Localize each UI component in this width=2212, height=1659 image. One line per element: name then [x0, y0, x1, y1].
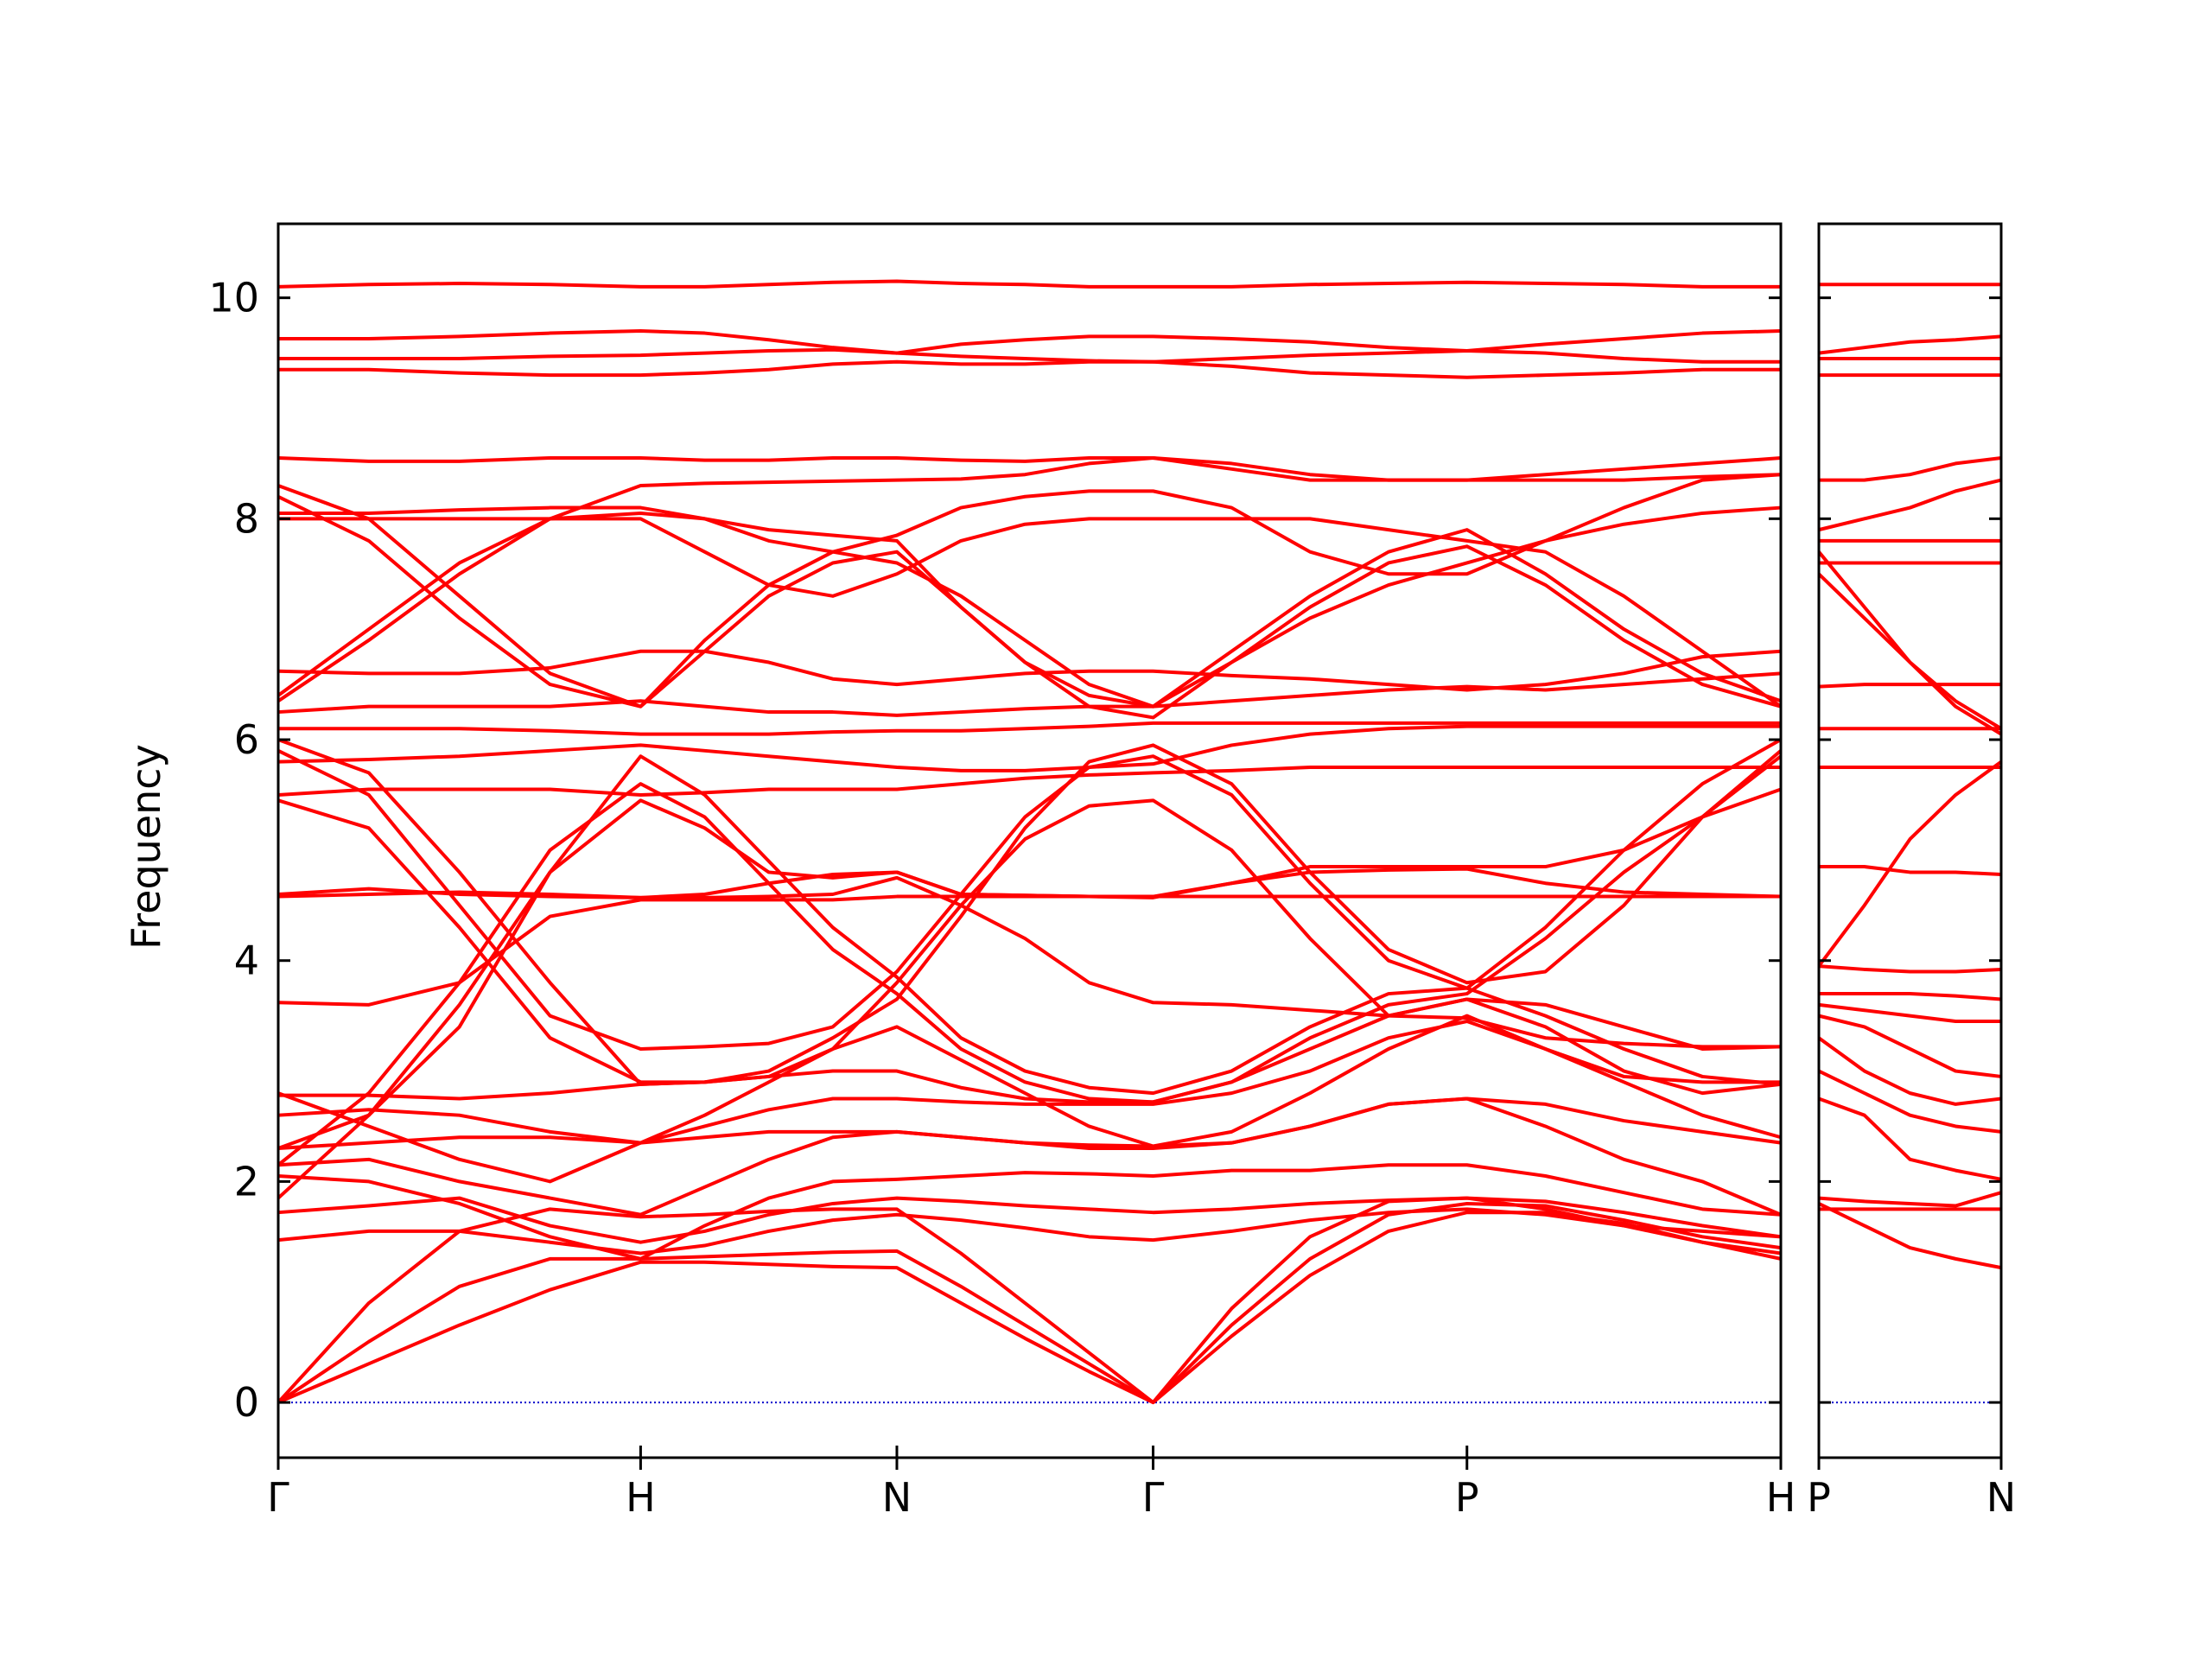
y-tick-label: 8: [234, 495, 259, 542]
band-line: [278, 359, 1781, 379]
band-line: [1818, 683, 2001, 689]
band-line: [278, 517, 1783, 709]
y-tick-label: 10: [208, 275, 259, 321]
y-tick-label: 0: [234, 1379, 259, 1426]
band-line: [277, 649, 1782, 692]
plot-frame: [1817, 222, 2003, 1459]
band-line: [277, 1096, 1782, 1217]
x-tick-label: H: [1766, 1474, 1796, 1521]
band-line: [277, 1207, 1782, 1255]
band-line: [277, 867, 1782, 899]
band-line: [1818, 1002, 2001, 1024]
y-axis-label: Frequency: [123, 744, 169, 950]
band-line: [1817, 760, 2003, 968]
band-line: [1818, 964, 2002, 974]
band-line: [1818, 1096, 2002, 1181]
band-line: [277, 738, 1783, 1086]
x-tick-label: Γ: [267, 1474, 289, 1521]
band-line: [277, 279, 1781, 289]
x-tick-label: P: [1455, 1474, 1479, 1521]
band-line: [278, 721, 1781, 736]
x-tick-label: P: [1807, 1474, 1831, 1521]
band-line: [277, 765, 1781, 797]
band-line: [277, 749, 1782, 1086]
band-line: [1818, 478, 2002, 532]
band-line: [1819, 456, 2002, 482]
band-line: [277, 798, 1782, 1084]
band-line: [278, 997, 1782, 1104]
y-tick-label: 6: [234, 716, 259, 763]
band-line: [1818, 1014, 2002, 1078]
band-line: [277, 1096, 1782, 1151]
y-tick-label: 4: [234, 938, 259, 984]
band-line: [277, 1014, 1781, 1184]
band-line: [276, 1201, 1782, 1405]
band-line: [1817, 572, 2003, 730]
band-line: [1818, 334, 2002, 355]
x-tick-label: Γ: [1142, 1474, 1165, 1521]
band-line: [278, 505, 1782, 709]
band-line: [276, 511, 1782, 709]
band-line: [277, 724, 1781, 772]
x-tick-label: N: [882, 1474, 912, 1521]
band-line: [1817, 1036, 2002, 1106]
band-line: [277, 738, 1782, 1150]
band-line: [276, 1196, 1782, 1405]
band-line: [1818, 1202, 2002, 1270]
band-line: [277, 1196, 1782, 1244]
y-tick-label: 2: [234, 1158, 259, 1205]
band-line: [1818, 1069, 2002, 1134]
band-line: [277, 473, 1782, 709]
band-line: [277, 671, 1782, 717]
band-line: [278, 329, 1782, 355]
x-tick-label: N: [1986, 1474, 2016, 1521]
band-line: [1819, 865, 2002, 876]
band-line: [1818, 1191, 2002, 1208]
x-tick-label: H: [626, 1474, 656, 1521]
band-line: [1817, 550, 2003, 736]
band-line: [277, 484, 1782, 720]
band-line: [277, 456, 1782, 482]
plot-frame: [276, 222, 1783, 1459]
band-line: [277, 1163, 1782, 1261]
band-line: [1819, 992, 2002, 1001]
band-line: [276, 782, 1782, 1166]
band-line: [278, 347, 1781, 364]
